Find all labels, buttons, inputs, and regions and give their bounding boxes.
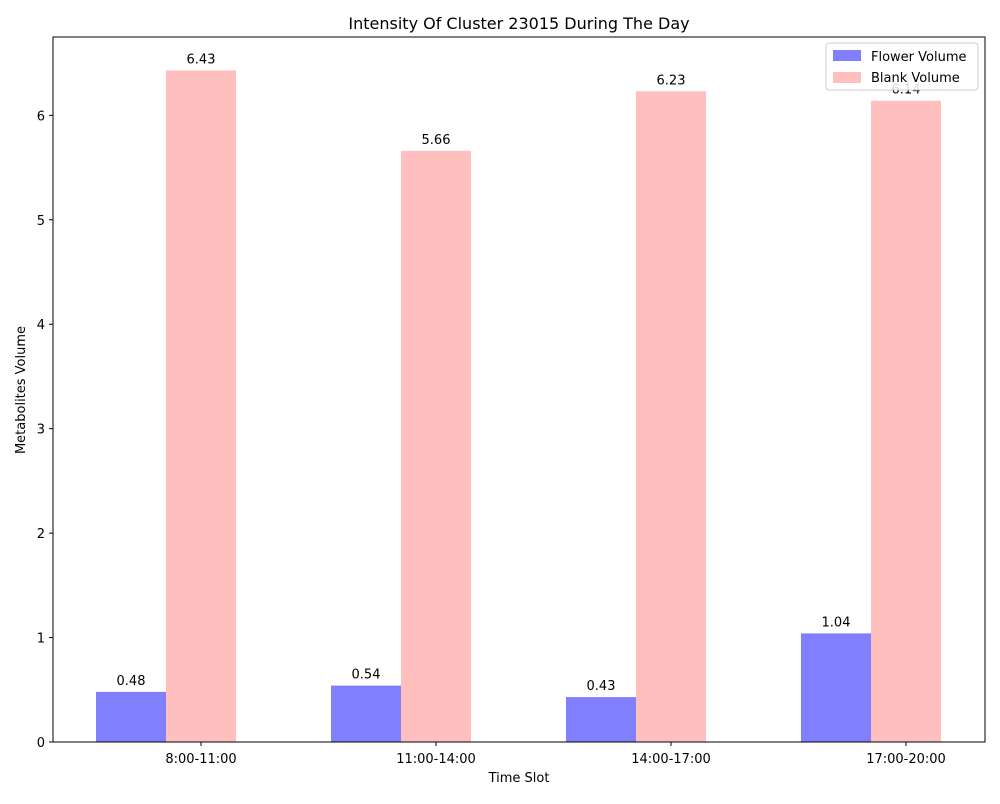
legend-swatch-flower <box>833 50 861 61</box>
bar-flower-0 <box>96 691 166 742</box>
y-tick-label-3: 3 <box>37 423 45 438</box>
legend-label-blank: Blank Volume <box>871 71 960 86</box>
y-tick-label-1: 1 <box>37 632 45 647</box>
bar-value-labels: 0.480.540.431.046.435.666.236.14 <box>117 52 921 694</box>
y-tick-label-5: 5 <box>37 214 45 229</box>
y-tick-label-0: 0 <box>37 736 45 751</box>
bar-blank-2 <box>636 91 706 743</box>
bar-blank-0 <box>166 70 236 742</box>
bar-blank-1 <box>401 150 471 742</box>
bar-value-label-flower-0: 0.48 <box>117 674 146 689</box>
y-tick-label-4: 4 <box>37 318 45 333</box>
bar-blank-3 <box>871 100 941 742</box>
chart-title: Intensity Of Cluster 23015 During The Da… <box>348 14 689 33</box>
bar-value-label-blank-2: 6.23 <box>657 73 686 88</box>
bar-flower-2 <box>566 697 636 742</box>
bar-value-label-flower-3: 1.04 <box>822 615 851 630</box>
bar-value-label-flower-1: 0.54 <box>352 668 381 683</box>
y-axis-label: Metabolites Volume <box>14 326 29 454</box>
x-tick-label-3: 17:00-20:00 <box>866 752 946 767</box>
y-tick-label-2: 2 <box>37 527 45 542</box>
x-tick-label-0: 8:00-11:00 <box>165 752 236 767</box>
legend-swatch-blank <box>833 72 861 83</box>
bar-value-label-flower-2: 0.43 <box>587 679 616 694</box>
bars-group <box>96 70 941 743</box>
x-axis-label: Time Slot <box>488 771 550 786</box>
bar-flower-3 <box>801 633 871 742</box>
legend: Flower Volume Blank Volume <box>825 42 979 91</box>
y-tick-label-6: 6 <box>37 109 45 124</box>
legend-label-flower: Flower Volume <box>871 50 967 65</box>
bar-value-label-blank-0: 6.43 <box>187 52 216 67</box>
bar-flower-1 <box>331 685 401 742</box>
x-tick-label-1: 11:00-14:00 <box>396 752 476 767</box>
y-axis: 0 1 2 3 4 5 6 <box>37 109 53 751</box>
bar-value-label-blank-1: 5.66 <box>422 133 451 148</box>
legend-frame <box>825 42 979 91</box>
x-tick-label-2: 14:00-17:00 <box>631 752 711 767</box>
plot-frame <box>52 36 986 743</box>
x-axis: 8:00-11:00 11:00-14:00 14:00-17:00 17:00-20… <box>165 742 946 767</box>
